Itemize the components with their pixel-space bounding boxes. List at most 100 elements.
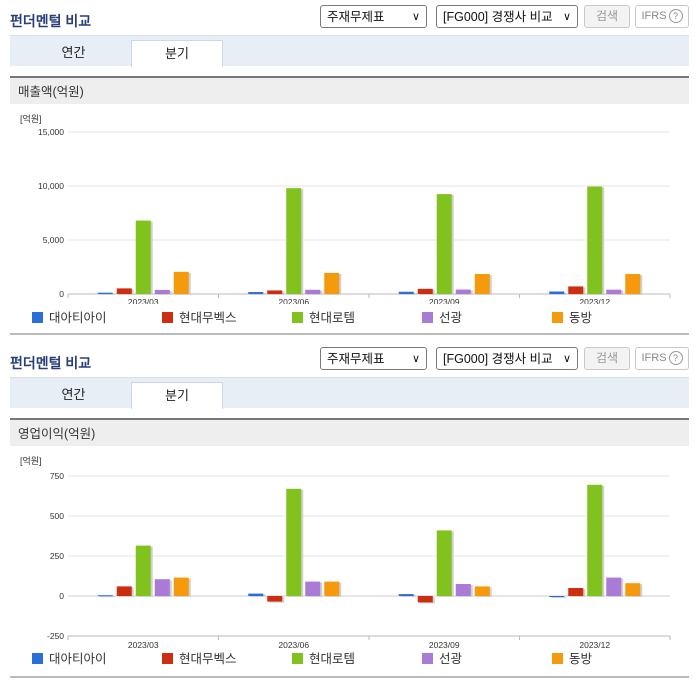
- ifrs-label: IFRS: [641, 10, 667, 22]
- chevron-down-icon: ∨: [562, 353, 571, 365]
- operating-income-chart: [억원] -250 0 250 500 750 2023/03 2023/06 2023/09 2…: [10, 452, 689, 652]
- ifrs-label: IFRS: [641, 352, 667, 364]
- statement-select[interactable]: 주재무제표 ∨: [320, 5, 427, 28]
- period-tabs: 연간 분기: [10, 377, 689, 409]
- legend-label: 대아티아이: [49, 652, 107, 666]
- tab-quarterly[interactable]: 분기: [131, 382, 223, 409]
- ifrs-button[interactable]: IFRS?: [635, 347, 689, 370]
- legend-swatch: [422, 312, 433, 323]
- peer-group-select[interactable]: [FG000] 경쟁사 비교 ∨: [436, 5, 578, 28]
- period-tabs: 연간 분기: [10, 35, 689, 67]
- peer-group-select[interactable]: [FG000] 경쟁사 비교 ∨: [436, 347, 578, 370]
- legend-item[interactable]: 선광: [422, 309, 462, 327]
- legend-label: 현대로템: [309, 652, 356, 666]
- bar: [324, 272, 340, 294]
- bar: [625, 274, 641, 294]
- bar: [455, 289, 471, 294]
- x-tick-label: 2023/12: [579, 297, 610, 304]
- chevron-down-icon: ∨: [562, 11, 571, 23]
- ifrs-button[interactable]: IFRS?: [635, 5, 689, 28]
- legend-label: 선광: [439, 311, 463, 325]
- legend-item[interactable]: 대아티아이: [32, 650, 107, 668]
- legend-label: 동방: [569, 311, 593, 325]
- legend-label: 현대무벡스: [179, 311, 237, 325]
- search-button[interactable]: 검색: [584, 5, 630, 28]
- bar: [248, 593, 264, 596]
- legend-swatch: [552, 653, 563, 664]
- legend-item[interactable]: 현대로템: [292, 650, 355, 668]
- bar: [173, 271, 189, 294]
- bar: [248, 292, 264, 294]
- bar: [305, 289, 321, 294]
- bar: [286, 188, 302, 294]
- x-tick-label: 2023/09: [429, 640, 460, 650]
- bar: [549, 291, 565, 294]
- tab-annual[interactable]: 연간: [61, 45, 86, 60]
- bar: [568, 588, 584, 596]
- bar: [606, 289, 622, 294]
- y-tick-label: -250: [47, 631, 64, 641]
- bar: [417, 596, 433, 603]
- legend-swatch: [552, 312, 563, 323]
- legend-label: 동방: [569, 652, 593, 666]
- bar: [116, 288, 132, 294]
- bar-shadow: [400, 595, 416, 597]
- unit-label: [억원]: [20, 113, 42, 124]
- legend-item[interactable]: 현대무벡스: [162, 650, 237, 668]
- x-tick-label: 2023/03: [128, 297, 159, 304]
- peer-group-select-value: [FG000] 경쟁사 비교: [443, 10, 553, 24]
- bar: [549, 596, 565, 597]
- bar: [587, 484, 603, 596]
- y-tick-label: 500: [50, 511, 64, 521]
- search-button[interactable]: 검색: [584, 347, 630, 370]
- y-tick-label: 0: [59, 289, 64, 299]
- bar: [135, 220, 151, 294]
- bar-shadow: [99, 293, 115, 295]
- bar-shadow: [250, 293, 266, 295]
- x-tick-label: 2023/06: [278, 640, 309, 650]
- legend-item[interactable]: 선광: [422, 650, 462, 668]
- help-icon: ?: [668, 351, 683, 366]
- legend-item[interactable]: 동방: [552, 309, 592, 327]
- legend-item[interactable]: 대아티아이: [32, 309, 107, 327]
- y-tick-label: 15,000: [38, 127, 64, 137]
- bar: [97, 595, 113, 597]
- bar: [173, 577, 189, 596]
- operating-income-chart-svg: [억원] -250 0 250 500 750 2023/03 2023/06 2023/09 2…: [20, 455, 671, 650]
- bar: [606, 577, 622, 596]
- tab-quarterly[interactable]: 분기: [131, 40, 223, 67]
- chart-legend: 대아티아이 현대무벡스 현대로템 선광 동방: [10, 309, 689, 327]
- chevron-down-icon: ∨: [411, 11, 420, 23]
- help-icon: ?: [668, 9, 683, 24]
- section-title: 매출액(억원): [10, 76, 689, 104]
- legend-label: 대아티아이: [49, 311, 107, 325]
- bar: [267, 596, 283, 602]
- panel-header: 펀더멘털 비교 주재무제표 ∨ [FG000] 경쟁사 비교 ∨ 검색 IFRS…: [0, 342, 696, 378]
- panel-divider: [10, 333, 689, 335]
- legend-item[interactable]: 동방: [552, 650, 592, 668]
- bar: [324, 581, 340, 596]
- peer-group-select-value: [FG000] 경쟁사 비교: [443, 352, 553, 366]
- bar: [568, 286, 584, 294]
- statement-select[interactable]: 주재무제표 ∨: [320, 347, 427, 370]
- bar-shadow: [99, 596, 115, 598]
- legend-swatch: [422, 653, 433, 664]
- bar: [305, 581, 321, 596]
- bar: [474, 274, 490, 294]
- bar: [97, 292, 113, 294]
- legend-item[interactable]: 현대무벡스: [162, 309, 237, 327]
- y-tick-label: 5,000: [43, 235, 65, 245]
- statement-select-value: 주재무제표: [327, 10, 385, 24]
- x-tick-label: 2023/06: [278, 297, 309, 304]
- bar: [417, 288, 433, 294]
- tab-annual[interactable]: 연간: [61, 387, 86, 402]
- fundamental-panel-1: 펀더멘털 비교 주재무제표 ∨ [FG000] 경쟁사 비교 ∨ 검색 IFRS…: [0, 0, 696, 338]
- legend-label: 현대무벡스: [179, 652, 237, 666]
- y-tick-label: 250: [50, 551, 64, 561]
- bar: [587, 186, 603, 294]
- bar: [474, 586, 490, 596]
- legend-item[interactable]: 현대로템: [292, 309, 355, 327]
- chart-legend: 대아티아이 현대무벡스 현대로템 선광 동방: [10, 650, 689, 668]
- bar: [625, 583, 641, 596]
- panel-divider: [10, 676, 689, 678]
